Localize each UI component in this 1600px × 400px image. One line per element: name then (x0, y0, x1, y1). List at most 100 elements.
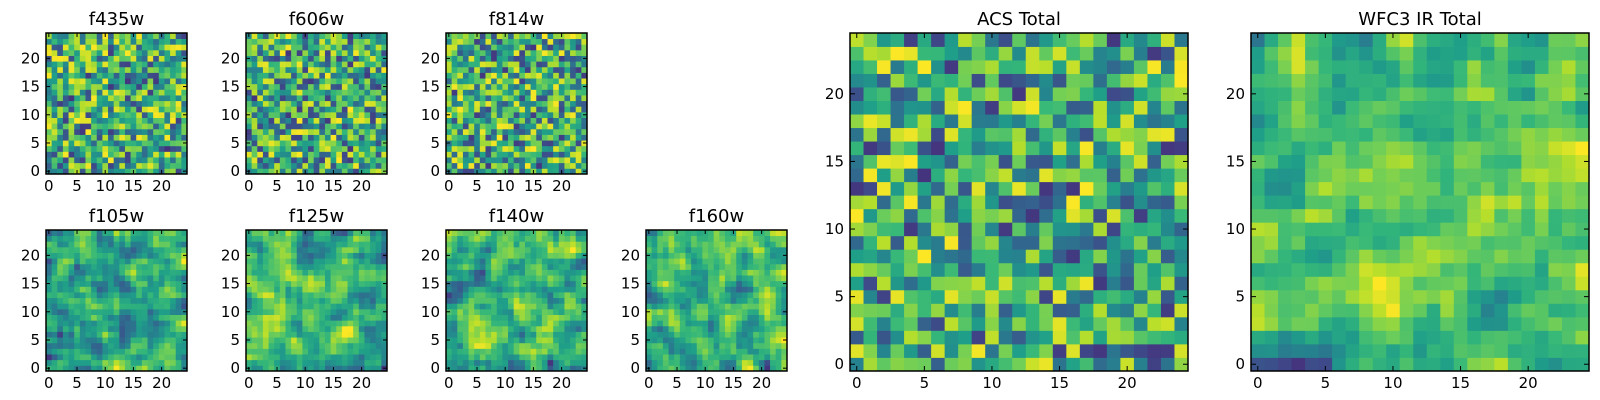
heatmap-cell (251, 314, 258, 321)
heatmap-cell (279, 49, 286, 56)
x-tick-label: 10 (296, 374, 315, 392)
heatmap-cell (257, 151, 264, 158)
heatmap-cell (446, 241, 453, 248)
heatmap-cell (713, 297, 720, 304)
heatmap-cell (319, 106, 326, 113)
heatmap-cell (1052, 330, 1067, 345)
heatmap-cell (85, 66, 92, 73)
heatmap-cell (274, 308, 281, 315)
heatmap-cell (679, 275, 686, 282)
heatmap-cell (358, 66, 365, 73)
heatmap-cell (662, 297, 669, 304)
heatmap-cell (491, 38, 498, 45)
heatmap-cell (302, 348, 309, 355)
heatmap-cell (257, 337, 264, 344)
heatmap-cell (530, 348, 537, 355)
heatmap-cell (91, 365, 98, 372)
heatmap-cell (96, 55, 103, 62)
heatmap-cell (358, 134, 365, 141)
heatmap-cell (141, 151, 148, 158)
x-tick-label: 0 (444, 374, 454, 392)
heatmap-cell (347, 342, 354, 349)
heatmap-cell (758, 331, 765, 338)
heatmap-cell (68, 280, 75, 287)
heatmap-cell (91, 359, 98, 366)
heatmap-cell (496, 78, 503, 85)
heatmap-cell (153, 252, 160, 259)
heatmap-cell (291, 359, 298, 366)
heatmap-cell (319, 168, 326, 175)
heatmap-cell (364, 38, 371, 45)
heatmap-cell (502, 320, 509, 327)
heatmap-cell (51, 100, 58, 107)
heatmap-cell (457, 140, 464, 147)
heatmap-cell (462, 151, 469, 158)
heatmap-cell (62, 269, 69, 276)
heatmap-cell (1147, 168, 1162, 183)
heatmap-cell (108, 162, 115, 169)
heatmap-cell (181, 263, 188, 270)
heatmap-cell (257, 89, 264, 96)
heatmap-cell (564, 95, 571, 102)
heatmap-cell (541, 342, 548, 349)
heatmap-cell (381, 106, 388, 113)
heatmap-cell (296, 297, 303, 304)
heatmap-cell (651, 359, 658, 366)
heatmap-cell (285, 297, 292, 304)
heatmap-cell (96, 44, 103, 51)
heatmap-cell (285, 145, 292, 152)
heatmap-cell (124, 263, 131, 270)
heatmap-cell (141, 117, 148, 124)
heatmap-cell (170, 157, 177, 164)
heatmap-cell (496, 337, 503, 344)
heatmap-cell (347, 157, 354, 164)
heatmap-cell (917, 289, 932, 304)
heatmap-cell (136, 246, 143, 253)
heatmap-cell (496, 354, 503, 361)
heatmap-cell (296, 359, 303, 366)
heatmap-cell (863, 330, 878, 345)
heatmap-cell (175, 140, 182, 147)
heatmap-cell (1133, 357, 1148, 372)
heatmap-cell (141, 280, 148, 287)
heatmap-cell (341, 157, 348, 164)
heatmap-cell (341, 308, 348, 315)
heatmap-cell (502, 61, 509, 68)
heatmap-cell (536, 314, 543, 321)
heatmap-cell (1079, 303, 1094, 318)
heatmap-cell (998, 343, 1013, 358)
heatmap-cell (657, 308, 664, 315)
x-tick-label: 0 (444, 177, 454, 195)
heatmap-cell (113, 33, 120, 40)
heatmap-cell (651, 263, 658, 270)
heatmap-cell (553, 151, 560, 158)
heatmap-cell (730, 308, 737, 315)
heatmap-cell (119, 286, 126, 293)
heatmap-cell (958, 249, 973, 264)
heatmap-cell (691, 314, 698, 321)
heatmap-cell (124, 123, 131, 130)
heatmap-cell (85, 286, 92, 293)
heatmap-cell (246, 123, 253, 130)
heatmap-cell (451, 157, 458, 164)
heatmap-cell (474, 354, 481, 361)
heatmap-cell (124, 38, 131, 45)
heatmap-cell (1133, 181, 1148, 196)
heatmap-cell (770, 354, 777, 361)
heatmap-cell (68, 55, 75, 62)
heatmap-cell (102, 286, 109, 293)
heatmap-cell (708, 246, 715, 253)
heatmap-cell (1133, 303, 1148, 318)
heatmap-cell (102, 354, 109, 361)
heatmap-cell (462, 83, 469, 90)
heatmap-cell (336, 66, 343, 73)
heatmap-cell (513, 331, 520, 338)
heatmap-cell (491, 235, 498, 242)
heatmap-cell (313, 342, 320, 349)
heatmap-cell (375, 134, 382, 141)
heatmap-cell (353, 140, 360, 147)
heatmap-cell (1066, 208, 1081, 223)
heatmap-cell (524, 258, 531, 265)
heatmap-cell (381, 263, 388, 270)
heatmap-cell (662, 263, 669, 270)
